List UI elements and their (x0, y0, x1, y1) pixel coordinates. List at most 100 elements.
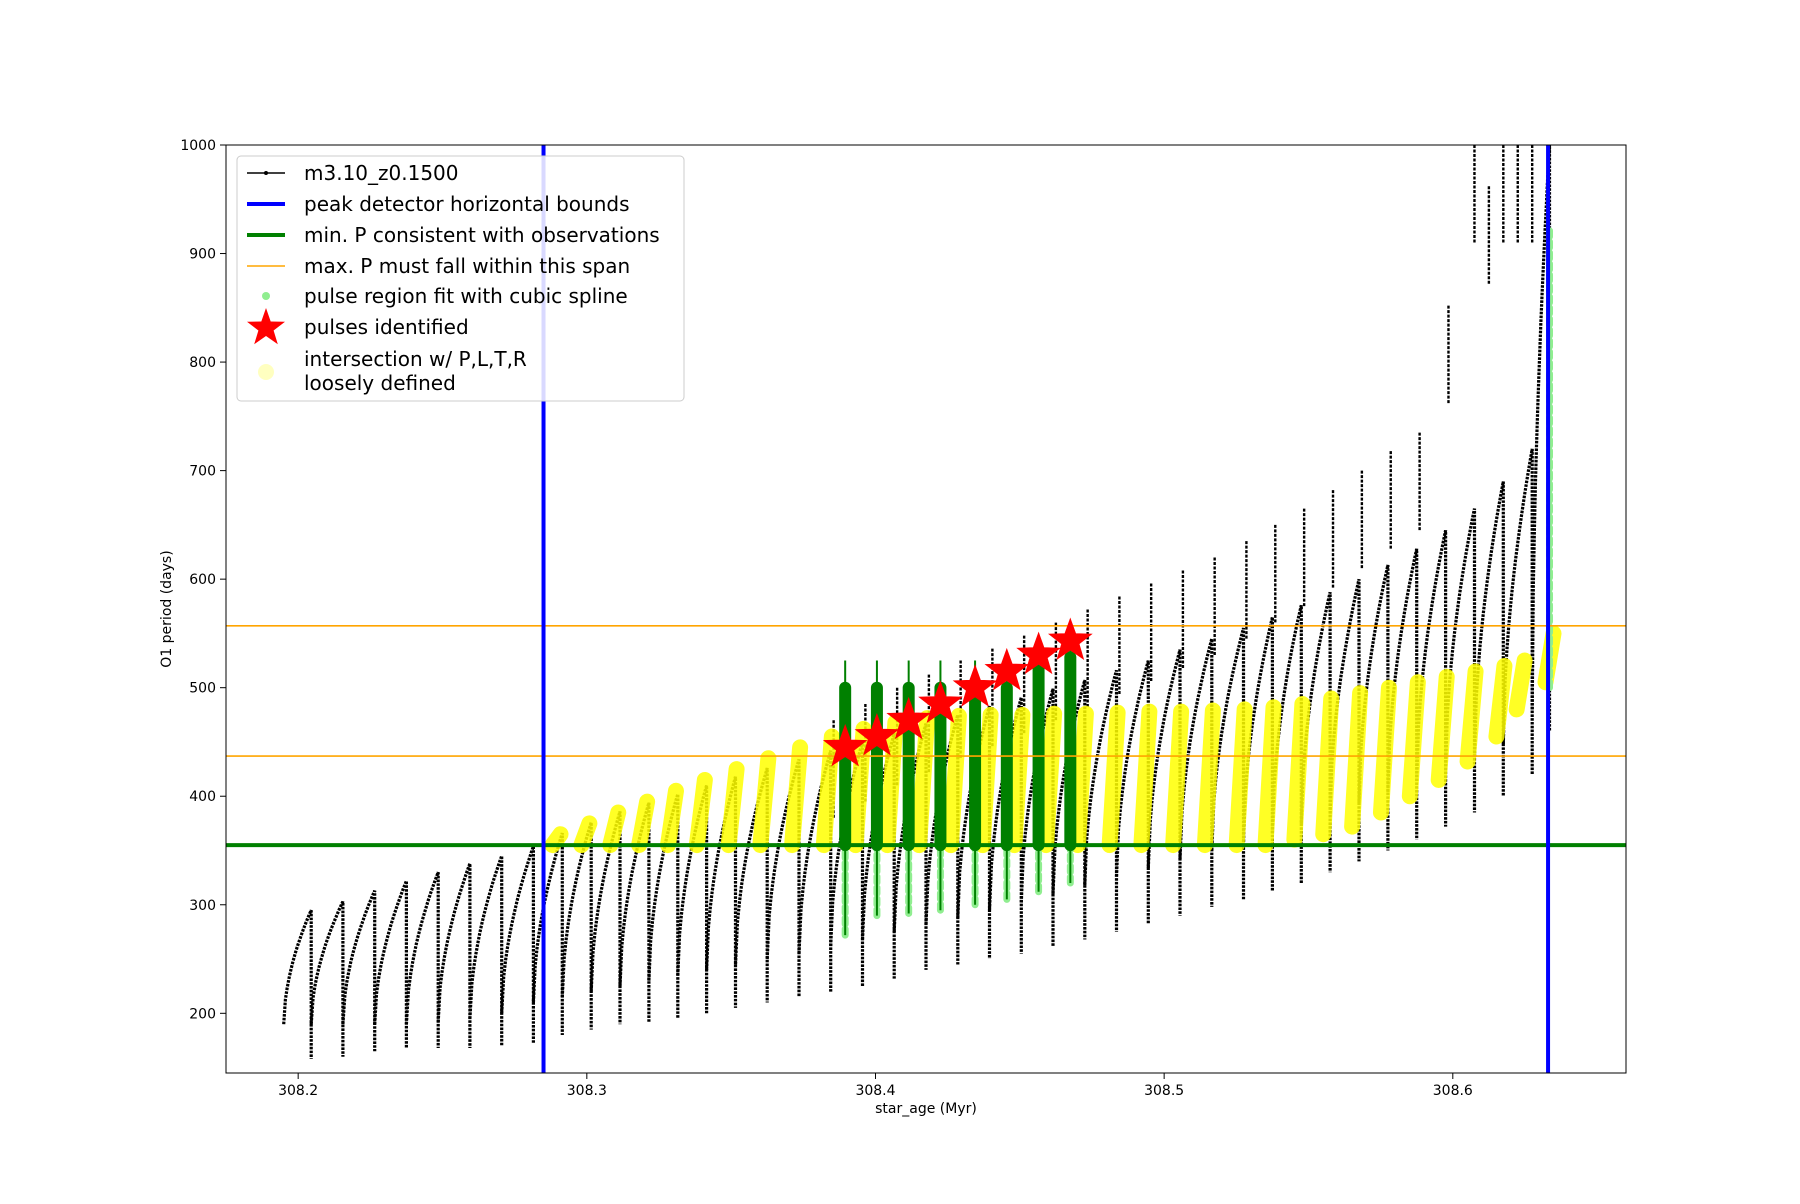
x-tick-label: 308.4 (855, 1083, 895, 1099)
track-cycle-5 (436, 862, 472, 1048)
intersection-bar-16 (1038, 705, 1063, 854)
legend-label-6: intersection w/ P,L,T,R (304, 347, 527, 371)
intersection-bar-32 (1508, 652, 1533, 718)
y-tick-label: 300 (189, 898, 216, 914)
y-axis-ticks: 200 300 400 500 600 700 800 900 1000 (180, 138, 226, 1022)
plot-area (226, 145, 1626, 1073)
track-cycle-39 (1472, 481, 1505, 797)
x-tick-label: 308.5 (1144, 1083, 1184, 1099)
track-cycle-2 (341, 890, 377, 1052)
intersection-bar-26 (1344, 685, 1369, 835)
legend-label-5: pulses identified (304, 315, 469, 339)
y-tick-label: 1000 (180, 138, 216, 154)
intersection-bar-22 (1228, 701, 1253, 854)
legend-label-3: max. P must fall within this span (304, 254, 630, 278)
legend-handle-dot (262, 292, 270, 300)
intersection-bar-19 (1133, 703, 1158, 854)
series-darkgreen-layer (839, 630, 1077, 936)
y-tick-label: 800 (189, 355, 216, 371)
stars-layer (822, 617, 1093, 767)
series-yellow-layer (544, 625, 1562, 854)
pulse-star-3 (918, 680, 963, 724)
intersection-bar-20 (1165, 703, 1190, 854)
intersection-bar-31 (1488, 657, 1513, 745)
pulse-star-2 (886, 696, 932, 740)
intersection-bar-10 (847, 720, 872, 854)
intersection-bar-5 (688, 771, 713, 854)
track-cycle-38 (1444, 508, 1477, 813)
intersection-bar-28 (1401, 674, 1426, 805)
track-cycle-41 (1530, 145, 1552, 732)
legend-box (236, 155, 685, 402)
intersection-bar-8 (784, 739, 809, 854)
track-cycle-4 (404, 871, 440, 1048)
intersection-bar-25 (1315, 690, 1340, 843)
legend-label-4: pulse region fit with cubic spline (304, 284, 628, 308)
track-cycle-29 (1178, 638, 1214, 907)
x-tick-label: 308.6 (1433, 1083, 1473, 1099)
pulse-star-7 (1047, 617, 1093, 661)
intersection-bar-14 (974, 706, 999, 854)
track-cycle-11 (618, 802, 651, 1022)
x-axis-ticks: 308.2 308.3 308.4 308.5 308.6 (278, 1073, 1473, 1099)
intersection-bar-7 (752, 750, 777, 854)
legend-handle-star (247, 308, 285, 345)
y-tick-label: 500 (189, 681, 216, 697)
reference-lines-layer (226, 145, 1626, 1073)
track-cycle-34 (1328, 578, 1361, 862)
intersection-bar-18 (1101, 704, 1126, 854)
track-cycle-10 (589, 810, 622, 1025)
track-cycle-7 (500, 845, 535, 1044)
pulse-star-0 (822, 723, 868, 767)
x-tick-label: 308.3 (567, 1083, 607, 1099)
intersection-bar-3 (631, 793, 656, 854)
track-cycle-3 (373, 880, 408, 1048)
track-cycle-28 (1146, 649, 1182, 916)
intersection-bar-21 (1196, 702, 1221, 854)
intersection-bar-15 (1006, 706, 1031, 854)
intersection-bar-12 (911, 710, 936, 854)
track-cycle-6 (468, 855, 504, 1046)
track-cycle-26 (1083, 669, 1119, 932)
y-axis-label: O1 period (days) (159, 550, 175, 667)
track-cycle-0 (282, 909, 313, 1059)
intersection-bar-17 (1069, 705, 1094, 854)
legend-label-6: loosely defined (304, 371, 456, 395)
legend-label-0: m3.10_z0.1500 (304, 161, 459, 185)
track-cycle-1 (309, 900, 345, 1057)
intersection-bar-23 (1257, 699, 1282, 854)
pulse-star-4 (952, 664, 998, 707)
intersection-bar-13 (942, 707, 967, 854)
legend-label-1: peak detector horizontal bounds (304, 192, 630, 216)
intersection-bar-30 (1459, 663, 1484, 770)
intersection-bar-27 (1372, 679, 1397, 821)
track-cycle-27 (1114, 660, 1150, 924)
intersection-bar-9 (815, 728, 840, 854)
pulse-star-6 (1016, 631, 1061, 675)
legend-handle-bigdot (258, 364, 274, 380)
plot-frame (225, 144, 1627, 1074)
intersection-bar-29 (1430, 668, 1455, 788)
pulse-star-5 (984, 647, 1030, 691)
track-cycle-40 (1501, 448, 1534, 775)
y-tick-label: 900 (189, 247, 216, 263)
intersection-bar-6 (720, 761, 745, 854)
intersection-bar-4 (659, 782, 684, 854)
y-tick-label: 200 (189, 1006, 216, 1022)
x-tick-label: 308.2 (278, 1083, 318, 1099)
intersection-bar-2 (602, 804, 627, 854)
y-tick-label: 400 (189, 789, 216, 805)
y-tick-label: 700 (189, 464, 216, 480)
x-axis-label: star_age (Myr) (875, 1101, 977, 1117)
legend-handle-marker (264, 171, 268, 175)
intersection-bar-1 (573, 815, 598, 854)
intersection-bar-24 (1286, 695, 1311, 848)
intersection-bar-11 (879, 714, 904, 854)
y-tick-label: 600 (189, 572, 216, 588)
pulse-star-1 (854, 713, 900, 756)
track-cycle-16 (765, 758, 801, 997)
legend-label-2: min. P consistent with observations (304, 223, 660, 247)
